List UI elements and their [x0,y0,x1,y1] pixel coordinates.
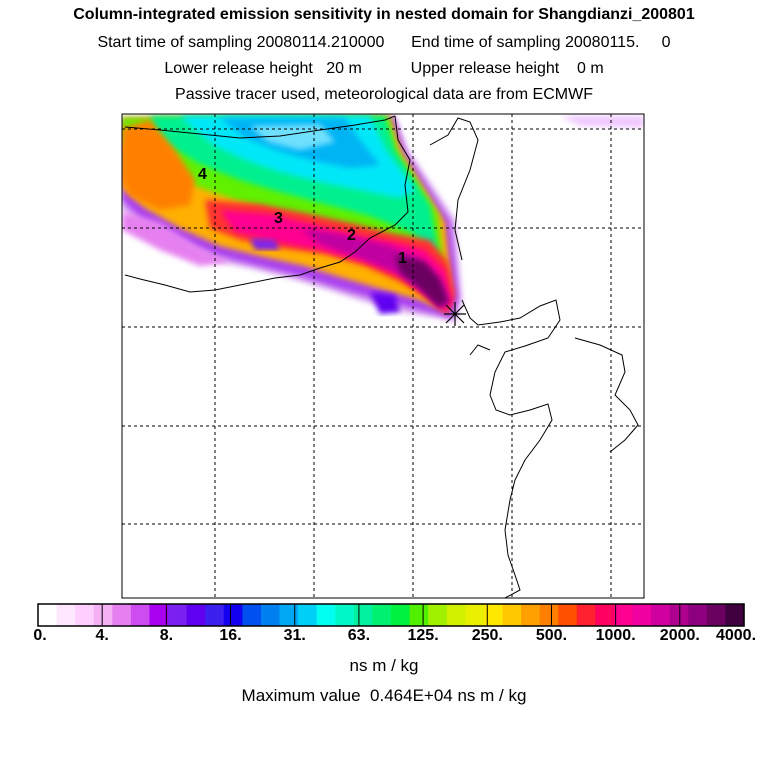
colorbar-swatch [372,604,392,626]
colorbar-swatch [298,604,318,626]
colorbar [37,603,745,627]
marker-4: 4 [198,166,207,183]
colorbar-tick-label: 0. [33,627,47,644]
colorbar-tick-label: 16. [219,627,242,644]
colorbar-swatch [558,604,578,626]
colorbar-swatch [186,604,206,626]
colorbar-swatch [595,604,615,626]
sampling-time-line: Start time of sampling 20080114.210000 E… [97,34,671,51]
colorbar-swatch [613,604,634,626]
colorbar-swatch [335,604,355,626]
colorbar-swatch [502,604,522,626]
colorbar-tick-label: 2000. [659,627,700,644]
colorbar-tick-label: 8. [159,627,174,644]
colorbar-swatch [688,604,708,626]
colorbar-frame [37,603,745,627]
marker-2: 2 [347,227,356,244]
receptor-star-icon [444,302,466,326]
maximum-value-line: Maximum value 0.464E+04 ns m / kg [241,686,527,705]
colorbar-swatch [539,604,559,626]
coastlines [124,115,639,598]
colorbar-tick-label: 250. [471,627,503,644]
colorbar-swatch [130,604,151,626]
colorbar-tick-label: 4000. [715,627,757,644]
colorbar-swatch [706,604,727,626]
lat-lon-grid [122,114,644,598]
colorbar-swatch [428,604,448,626]
colorbar-swatch [38,604,58,626]
colorbar-units: ns m / kg [349,656,419,675]
release-height-line: Lower release height 20 m Upper release … [164,60,604,77]
colorbar-swatch [409,604,429,626]
colorbar-swatch [149,604,169,626]
colorbar-swatch [483,604,504,626]
marker-1: 1 [398,250,407,267]
colorbar-swatch [353,604,374,626]
colorbar-swatch [446,604,466,626]
tracer-info-line: Passive tracer used, meteorological data… [175,86,593,103]
colorbar-tick-label: 63. [347,627,371,644]
colorbar-swatch [725,604,745,626]
colorbar-swatch [168,604,188,626]
colorbar-tick-label: 1000. [595,627,636,644]
colorbar-swatch [576,604,596,626]
colorbar-swatch [669,604,689,626]
colorbar-swatch [521,604,541,626]
colorbar-swatch [279,604,299,626]
colorbar-swatch [205,604,225,626]
colorbar-tick-label: 125. [407,627,439,644]
map-frame [121,113,645,599]
colorbar-swatch [112,604,132,626]
colorbar-tick-label: 31. [283,627,306,644]
plot-title: Column-integrated emission sensitivity i… [73,6,695,23]
colorbar-swatch [56,604,76,626]
colorbar-swatch [316,604,336,626]
colorbar-swatch [465,604,485,626]
colorbar-swatch [391,604,411,626]
colorbar-swatch [93,604,113,626]
colorbar-swatch [632,604,652,626]
colorbar-swatch [651,604,671,626]
colorbar-swatch [242,604,262,626]
colorbar-swatch [260,604,281,626]
colorbar-tick-label: 4. [95,627,109,644]
colorbar-swatch [223,604,243,626]
colorbar-swatch [75,604,95,626]
marker-3: 3 [274,210,283,227]
plume-field [122,116,644,322]
colorbar-tick-label: 500. [535,627,568,644]
